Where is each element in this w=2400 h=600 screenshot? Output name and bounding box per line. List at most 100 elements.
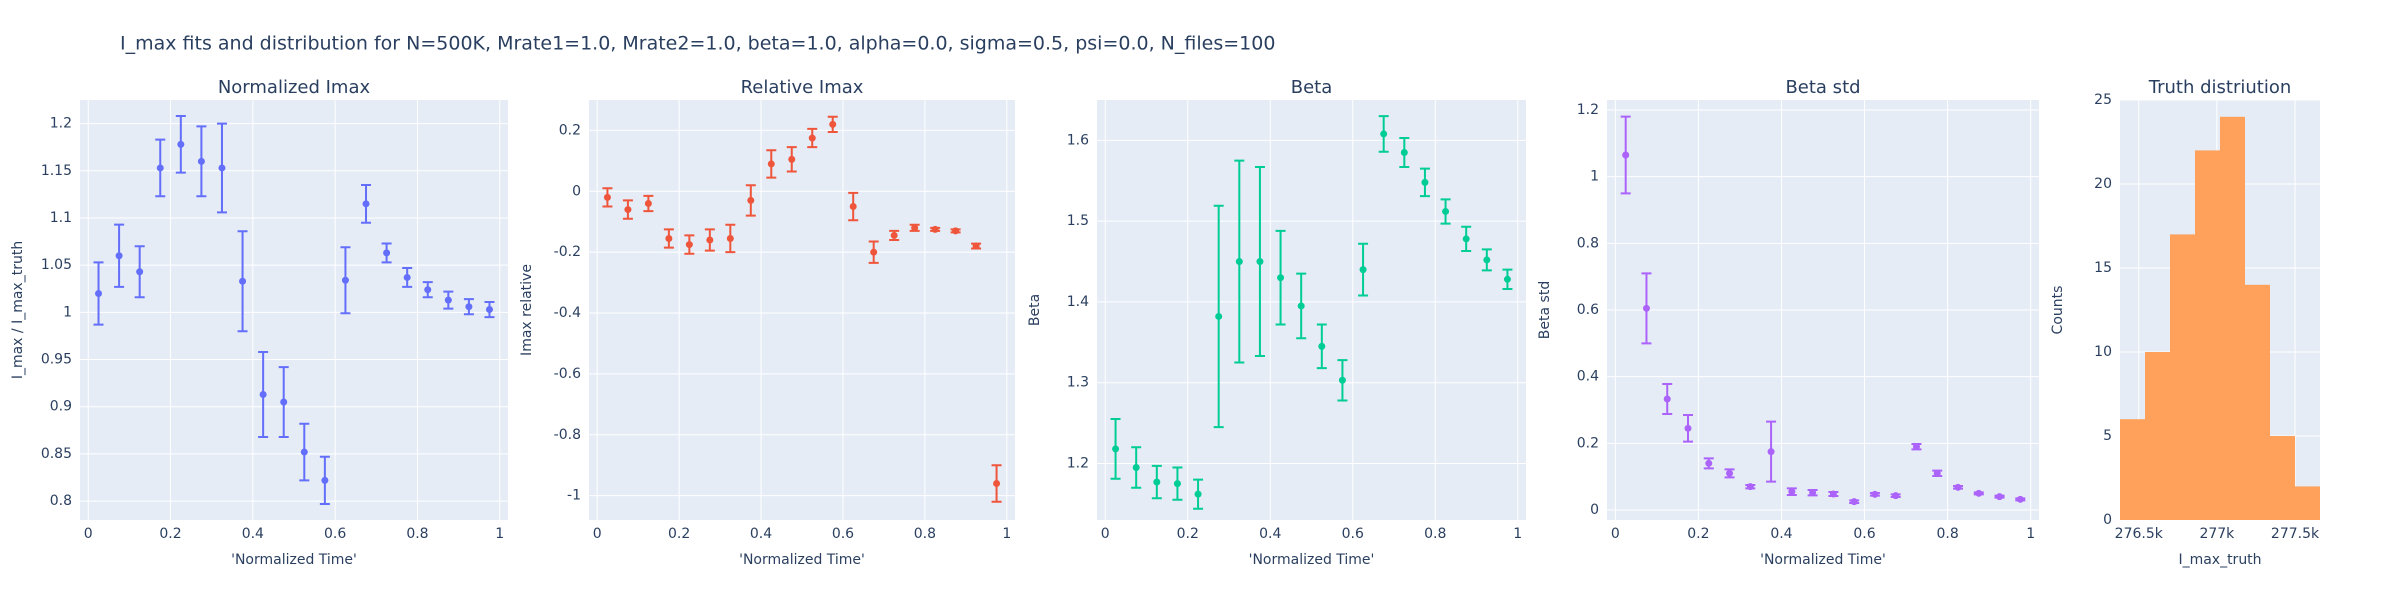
x-axis-title: 'Normalized Time': [1760, 552, 1886, 568]
plot-area: [1097, 100, 1526, 520]
data-point: [177, 140, 185, 148]
data-point: [1622, 151, 1630, 159]
x-tick-label: 0: [84, 526, 93, 542]
data-point: [1642, 304, 1650, 312]
data-point: [136, 268, 144, 276]
data-point: [890, 231, 898, 239]
data-point: [1809, 489, 1817, 497]
y-tick-label: 0.2: [1577, 435, 1599, 451]
y-tick-label: 0.8: [1577, 235, 1599, 251]
data-point: [1788, 488, 1796, 496]
data-point: [1338, 376, 1346, 384]
data-point: [1503, 275, 1511, 283]
data-point: [1829, 490, 1837, 498]
data-point: [1318, 342, 1326, 350]
x-tick-label: 0.4: [242, 526, 264, 542]
x-tick-label: 0.8: [1424, 526, 1446, 542]
data-point: [603, 193, 611, 201]
data-point: [321, 476, 329, 484]
data-point: [1767, 448, 1775, 456]
histogram-bar: [2120, 419, 2145, 520]
data-point: [1684, 424, 1692, 432]
data-point: [1954, 483, 1962, 491]
data-point: [829, 120, 837, 128]
y-tick-label: 1.2: [1577, 102, 1599, 118]
data-point: [239, 277, 247, 285]
y-tick-label: 25: [2094, 92, 2112, 108]
data-point: [1663, 395, 1671, 403]
histogram-bar: [2270, 436, 2295, 520]
histogram-bar: [2170, 234, 2195, 520]
data-point: [870, 248, 878, 256]
data-point: [1892, 492, 1900, 500]
subplot-title: Truth distriution: [2148, 77, 2292, 98]
data-point: [972, 242, 980, 250]
data-point: [1256, 258, 1264, 266]
data-point: [952, 227, 960, 235]
data-point: [218, 164, 226, 172]
data-point: [665, 234, 673, 242]
y-tick-label: 0: [1590, 502, 1599, 518]
x-tick-label: 0.4: [1259, 526, 1281, 542]
y-tick-label: -0.4: [554, 305, 581, 321]
data-point: [2016, 495, 2024, 503]
subplot-title: Beta: [1291, 77, 1333, 98]
data-point: [1173, 480, 1181, 488]
x-tick-label: 276.5k: [2115, 526, 2164, 542]
data-point: [706, 236, 714, 244]
y-tick-label: 0.2: [559, 122, 581, 138]
data-point: [1871, 490, 1879, 498]
x-tick-label: 1: [1002, 526, 1011, 542]
data-point: [341, 276, 349, 284]
x-tick-label: 0: [593, 526, 602, 542]
y-tick-label: 1.05: [41, 257, 72, 273]
y-tick-label: 1.4: [1067, 294, 1089, 310]
data-point: [767, 160, 775, 168]
x-tick-label: 0.4: [1770, 526, 1792, 542]
x-tick-label: 0.4: [750, 526, 772, 542]
y-tick-label: 0: [572, 183, 581, 199]
y-tick-label: 0.85: [41, 446, 72, 462]
x-tick-label: 0.8: [1936, 526, 1958, 542]
y-tick-label: 1: [1590, 169, 1599, 185]
y-axis-title: Imax relative: [519, 264, 535, 356]
y-tick-label: 0.4: [1577, 369, 1599, 385]
x-tick-label: 0.2: [1687, 526, 1709, 542]
data-point: [1746, 483, 1754, 491]
x-tick-label: 0.6: [1853, 526, 1875, 542]
data-point: [1235, 258, 1243, 266]
data-point: [1277, 274, 1285, 282]
data-point: [747, 196, 755, 204]
histogram-bar: [2195, 150, 2220, 520]
x-tick-label: 0.6: [1342, 526, 1364, 542]
y-tick-label: -0.8: [554, 427, 581, 443]
y-tick-label: 1.15: [41, 163, 72, 179]
data-point: [931, 225, 939, 233]
x-tick-label: 0.8: [914, 526, 936, 542]
data-point: [1380, 130, 1388, 138]
y-axis-title: Counts: [2050, 286, 2066, 335]
data-point: [1850, 498, 1858, 506]
plot-area: [589, 100, 1015, 520]
subplot-title: Normalized Imax: [218, 77, 371, 98]
y-tick-label: 1.2: [1067, 455, 1089, 471]
data-point: [115, 252, 123, 260]
subplot-title: Relative Imax: [741, 77, 864, 98]
y-tick-label: 20: [2094, 176, 2112, 192]
x-tick-label: 0: [1101, 526, 1110, 542]
data-point: [362, 200, 370, 208]
data-point: [1705, 459, 1713, 467]
data-point: [1726, 469, 1734, 477]
x-tick-label: 0: [1611, 526, 1620, 542]
data-point: [1442, 207, 1450, 215]
data-point: [1483, 256, 1491, 264]
data-point: [788, 155, 796, 163]
y-tick-label: 1.1: [50, 210, 72, 226]
x-tick-label: 277k: [2199, 526, 2235, 542]
data-point: [1421, 178, 1429, 186]
data-point: [1996, 493, 2004, 501]
data-point: [424, 286, 432, 294]
y-tick-label: 1.5: [1067, 213, 1089, 229]
data-point: [280, 398, 288, 406]
